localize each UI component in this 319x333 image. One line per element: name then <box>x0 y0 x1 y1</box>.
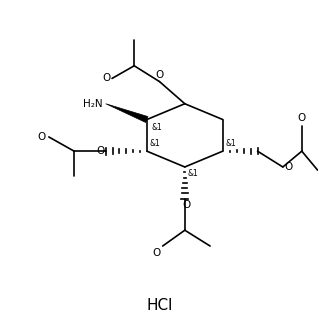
Text: H₂N: H₂N <box>83 99 103 109</box>
Text: O: O <box>182 200 190 210</box>
Text: &1: &1 <box>187 168 198 177</box>
Text: O: O <box>96 146 104 156</box>
Text: &1: &1 <box>152 123 162 132</box>
Text: O: O <box>155 70 164 80</box>
Text: HCl: HCl <box>146 297 173 313</box>
Text: O: O <box>285 162 293 172</box>
Text: O: O <box>298 113 306 123</box>
Text: O: O <box>102 74 110 84</box>
Text: &1: &1 <box>149 139 160 148</box>
Text: O: O <box>153 248 161 258</box>
Text: &1: &1 <box>225 139 236 148</box>
Text: O: O <box>37 132 46 142</box>
Polygon shape <box>106 104 148 123</box>
